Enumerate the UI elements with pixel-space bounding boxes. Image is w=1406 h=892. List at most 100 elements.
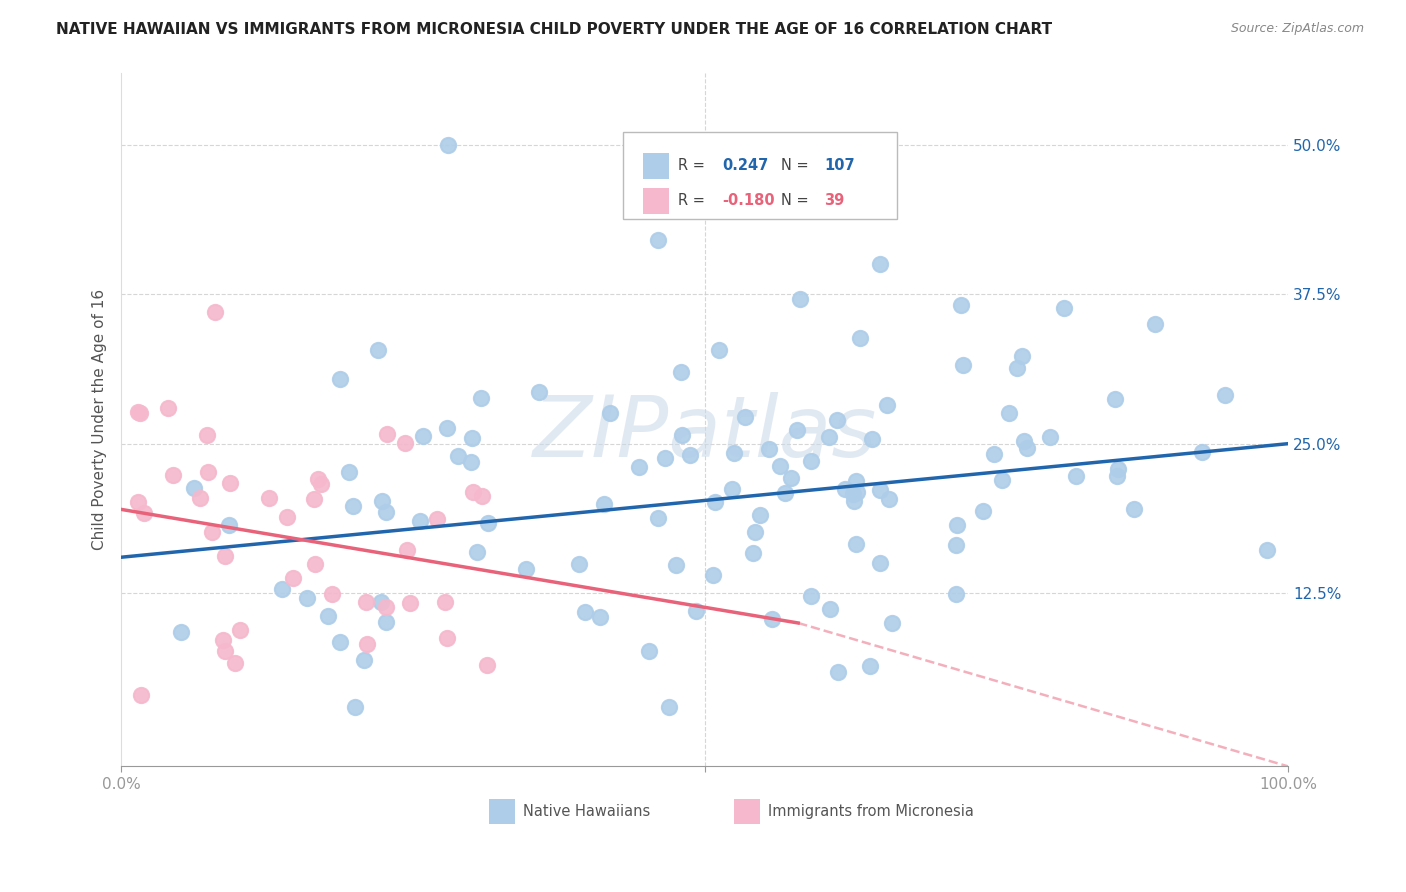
Point bbox=[818, 430, 841, 444]
Text: R =: R = bbox=[678, 194, 710, 209]
Point bbox=[461, 431, 484, 445]
Point bbox=[950, 298, 973, 312]
Point bbox=[723, 446, 745, 460]
Point bbox=[337, 465, 360, 479]
Point bbox=[647, 233, 669, 247]
Point bbox=[433, 595, 456, 609]
Point bbox=[1039, 430, 1062, 444]
Point bbox=[820, 602, 842, 616]
Point bbox=[353, 653, 375, 667]
Point bbox=[409, 514, 432, 528]
Point bbox=[342, 499, 364, 513]
Text: -0.180: -0.180 bbox=[723, 194, 775, 209]
Point bbox=[990, 473, 1012, 487]
Point bbox=[1105, 468, 1128, 483]
Point bbox=[529, 384, 551, 399]
Point bbox=[685, 604, 707, 618]
Point bbox=[592, 497, 614, 511]
Point bbox=[354, 595, 377, 609]
Point bbox=[568, 557, 591, 571]
Point bbox=[309, 477, 332, 491]
Point bbox=[257, 491, 280, 505]
Point bbox=[880, 615, 903, 630]
Point bbox=[129, 688, 152, 702]
Point bbox=[946, 518, 969, 533]
FancyBboxPatch shape bbox=[734, 799, 759, 824]
Point bbox=[1191, 445, 1213, 459]
Point bbox=[654, 451, 676, 466]
Text: NATIVE HAWAIIAN VS IMMIGRANTS FROM MICRONESIA CHILD POVERTY UNDER THE AGE OF 16 : NATIVE HAWAIIAN VS IMMIGRANTS FROM MICRO… bbox=[56, 22, 1052, 37]
Point bbox=[211, 633, 233, 648]
Point bbox=[845, 485, 868, 500]
Point bbox=[195, 428, 218, 442]
Point bbox=[869, 257, 891, 271]
Point bbox=[1007, 361, 1029, 376]
Point bbox=[647, 511, 669, 525]
Point bbox=[859, 659, 882, 673]
Point bbox=[860, 432, 883, 446]
Point bbox=[127, 405, 149, 419]
Point bbox=[204, 305, 226, 319]
Point bbox=[734, 410, 756, 425]
Point bbox=[374, 505, 396, 519]
Point bbox=[214, 644, 236, 658]
Text: N =: N = bbox=[780, 158, 813, 173]
Point bbox=[394, 435, 416, 450]
Point bbox=[162, 467, 184, 482]
Point bbox=[876, 398, 898, 412]
Text: Immigrants from Micronesia: Immigrants from Micronesia bbox=[768, 804, 974, 819]
Point bbox=[983, 447, 1005, 461]
Point bbox=[356, 637, 378, 651]
Point bbox=[170, 625, 193, 640]
Point bbox=[132, 506, 155, 520]
Point bbox=[780, 471, 803, 485]
Point bbox=[842, 487, 865, 501]
Point bbox=[436, 631, 458, 645]
Point bbox=[218, 518, 240, 533]
Point bbox=[1104, 392, 1126, 406]
Point bbox=[377, 426, 399, 441]
Point bbox=[707, 343, 730, 357]
Point bbox=[200, 524, 222, 539]
Point bbox=[849, 331, 872, 345]
Point bbox=[589, 610, 612, 624]
Point bbox=[703, 495, 725, 509]
Point bbox=[869, 556, 891, 570]
Text: 39: 39 bbox=[824, 194, 844, 209]
FancyBboxPatch shape bbox=[643, 153, 669, 179]
Point bbox=[321, 587, 343, 601]
Point bbox=[370, 494, 392, 508]
Point bbox=[671, 428, 693, 442]
Point bbox=[1052, 301, 1074, 315]
Point bbox=[1256, 542, 1278, 557]
Point bbox=[329, 372, 352, 386]
Point bbox=[678, 448, 700, 462]
Point bbox=[1015, 441, 1038, 455]
Point bbox=[842, 194, 865, 209]
Point bbox=[669, 365, 692, 379]
Point bbox=[316, 609, 339, 624]
Point bbox=[1122, 502, 1144, 516]
Point bbox=[877, 492, 900, 507]
Point bbox=[1215, 388, 1237, 402]
Point bbox=[869, 483, 891, 497]
Point bbox=[665, 558, 688, 573]
Point bbox=[197, 465, 219, 479]
Point bbox=[825, 413, 848, 427]
Point bbox=[1064, 469, 1087, 483]
Point bbox=[574, 605, 596, 619]
Point bbox=[127, 495, 149, 509]
Point bbox=[1011, 349, 1033, 363]
Text: N =: N = bbox=[780, 194, 813, 209]
Point bbox=[375, 615, 398, 630]
Point bbox=[374, 600, 396, 615]
FancyBboxPatch shape bbox=[489, 799, 515, 824]
Text: 107: 107 bbox=[824, 158, 855, 173]
Point bbox=[370, 594, 392, 608]
Point bbox=[156, 401, 179, 415]
Text: ZIPatlas: ZIPatlas bbox=[533, 392, 877, 475]
Point bbox=[638, 644, 661, 658]
Text: 0.247: 0.247 bbox=[723, 158, 769, 173]
Point bbox=[228, 623, 250, 637]
Point bbox=[219, 475, 242, 490]
